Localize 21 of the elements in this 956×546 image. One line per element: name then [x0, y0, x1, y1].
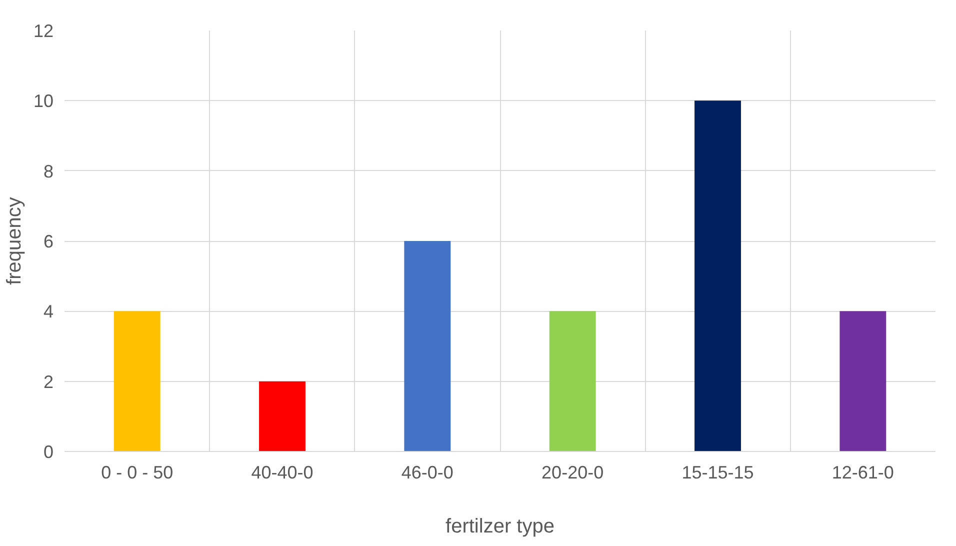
y-tick-label: 0 — [43, 442, 54, 462]
bar — [259, 381, 306, 452]
bar — [404, 241, 451, 452]
x-axis-title: fertilzer type — [446, 516, 554, 538]
bar — [840, 311, 886, 452]
x-tick-label: 40-40-0 — [251, 462, 314, 482]
y-tick-label: 8 — [43, 161, 54, 182]
x-tick-label: 46-0-0 — [401, 462, 454, 482]
x-tick-label: 15-15-15 — [682, 462, 754, 482]
bar — [694, 100, 741, 452]
x-tick-label: 0 - 0 - 50 — [101, 462, 174, 482]
y-axis-title: frequency — [3, 197, 26, 285]
y-tick-label: 4 — [43, 302, 54, 322]
bar — [114, 311, 160, 452]
y-tick-label: 6 — [43, 232, 54, 252]
x-tick-label: 12-61-0 — [832, 462, 894, 482]
x-tick-label: 20-20-0 — [542, 462, 604, 482]
y-tick-label: 2 — [43, 372, 54, 392]
bar — [549, 311, 596, 452]
y-tick-label: 12 — [33, 21, 54, 41]
y-tick-label: 10 — [33, 91, 54, 112]
